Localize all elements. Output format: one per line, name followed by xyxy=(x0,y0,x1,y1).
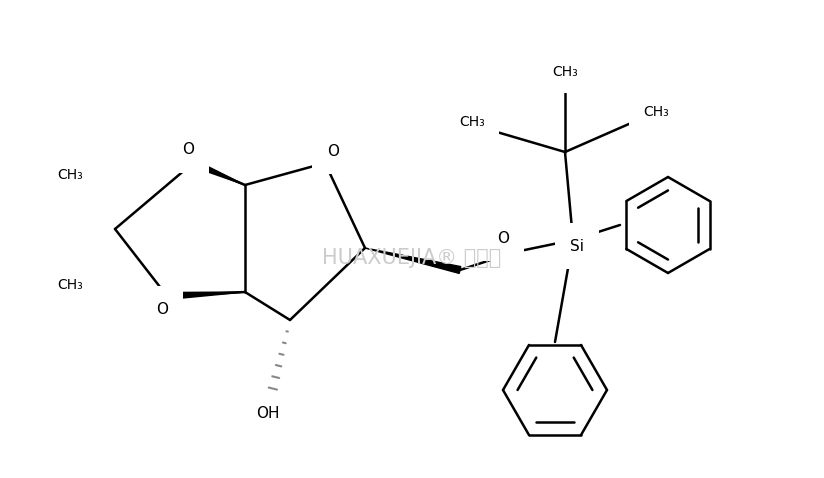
Text: CH₃: CH₃ xyxy=(459,115,485,129)
Text: CH₃: CH₃ xyxy=(643,105,669,119)
Polygon shape xyxy=(192,160,245,185)
Text: CH₃: CH₃ xyxy=(57,278,83,292)
Text: HUAXUEJIA® 化学加: HUAXUEJIA® 化学加 xyxy=(322,248,502,268)
Text: O: O xyxy=(156,302,168,316)
Text: OH: OH xyxy=(256,406,280,422)
Text: O: O xyxy=(182,142,194,157)
Polygon shape xyxy=(166,292,245,300)
Text: CH₃: CH₃ xyxy=(57,168,83,182)
Text: O: O xyxy=(327,143,339,159)
Text: O: O xyxy=(497,230,509,246)
Text: Si: Si xyxy=(570,239,584,253)
Text: CH₃: CH₃ xyxy=(552,65,578,79)
Polygon shape xyxy=(365,248,461,273)
